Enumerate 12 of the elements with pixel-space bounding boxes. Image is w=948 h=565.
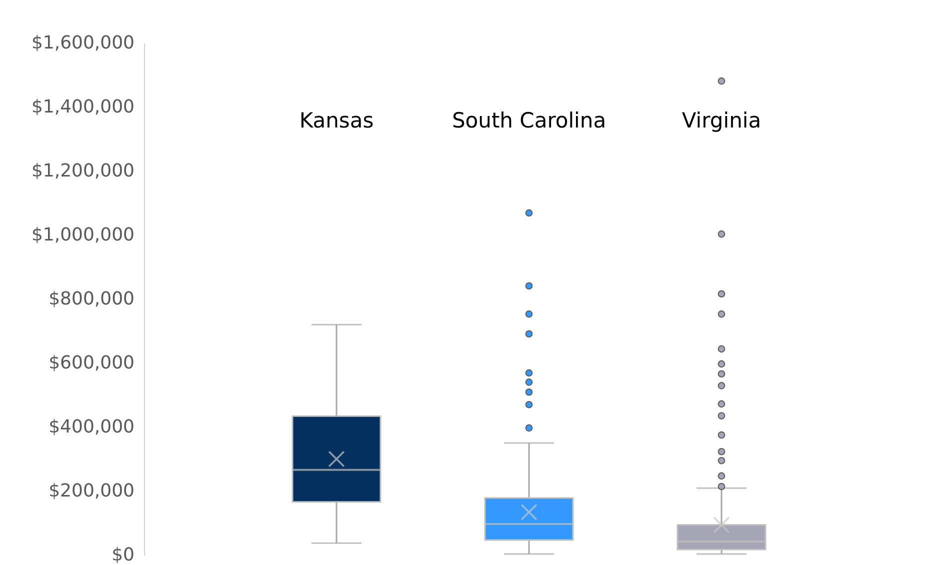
y-tick-label: $1,400,000 [31,96,134,118]
x-tick-label: Virginia [682,108,762,132]
y-tick-label: $600,000 [48,352,134,374]
y-tick-label: $400,000 [48,416,134,438]
y-tick-label: $1,600,000 [31,32,134,54]
x-tick-label: Kansas [299,108,374,132]
x-tick-label: South Carolina [452,108,606,132]
y-tick-label: $800,000 [48,288,134,310]
y-tick-label: $0 [112,544,134,565]
y-tick-label: $200,000 [48,480,134,502]
y-tick-label: $1,000,000 [31,224,134,246]
y-tick-label: $1,200,000 [31,160,134,182]
